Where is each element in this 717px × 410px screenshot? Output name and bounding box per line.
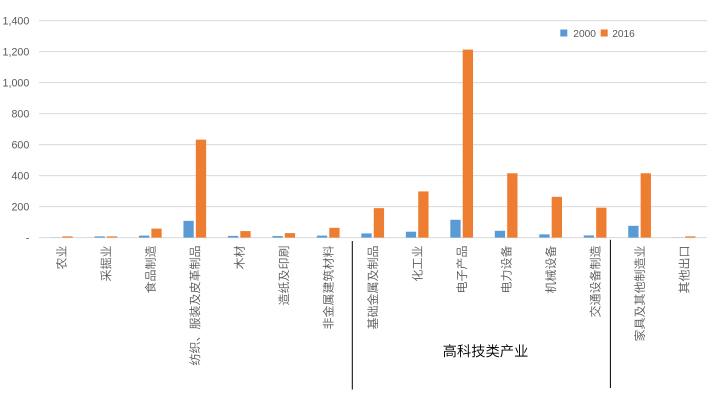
svg-text:800: 800: [11, 108, 29, 120]
svg-text:1,400: 1,400: [3, 15, 30, 27]
svg-text:200: 200: [11, 201, 29, 213]
svg-text:400: 400: [11, 170, 29, 182]
svg-text:1,200: 1,200: [3, 46, 30, 58]
svg-text:1,000: 1,000: [3, 77, 30, 89]
svg-text:-: -: [26, 232, 30, 244]
svg-text:2000: 2000: [573, 29, 596, 40]
svg-text:2016: 2016: [612, 29, 635, 40]
svg-text:600: 600: [11, 139, 29, 151]
